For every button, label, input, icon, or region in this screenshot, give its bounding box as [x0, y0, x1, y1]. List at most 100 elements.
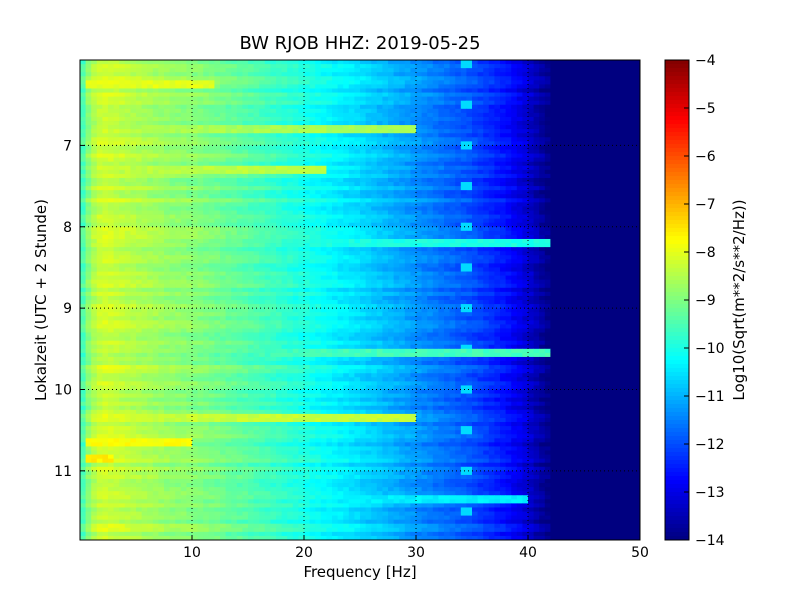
heatmap-cell: [360, 80, 366, 85]
heatmap-cell: [416, 112, 422, 118]
heatmap-cell: [91, 149, 98, 154]
heatmap-cell: [203, 92, 210, 98]
heatmap-cell: [108, 206, 114, 211]
heatmap-cell: [175, 165, 182, 171]
heatmap-cell: [483, 190, 490, 195]
heatmap-cell: [158, 100, 165, 106]
heatmap-cell: [152, 161, 159, 167]
heatmap-cell: [136, 60, 142, 65]
heatmap-cell: [410, 243, 417, 248]
heatmap-cell: [108, 76, 114, 81]
heatmap-cell: [399, 169, 406, 175]
heatmap-cell: [460, 247, 467, 252]
heatmap-cell: [500, 165, 506, 171]
heatmap-cell: [567, 210, 574, 215]
heatmap-cell: [320, 64, 327, 69]
heatmap-cell: [102, 121, 109, 126]
heatmap-cell: [600, 129, 607, 134]
heatmap-cell: [102, 68, 109, 73]
heatmap-cell: [533, 230, 540, 236]
heatmap-cell: [236, 182, 243, 187]
heatmap-cell: [152, 243, 159, 248]
heatmap-cell: [298, 190, 305, 195]
heatmap-cell: [376, 100, 383, 106]
heatmap-cell: [242, 121, 249, 126]
heatmap-cell: [432, 104, 439, 110]
heatmap-cell: [410, 129, 417, 134]
heatmap-cell: [617, 214, 624, 220]
heatmap-cell: [432, 165, 439, 171]
heatmap-cell: [276, 116, 282, 122]
heatmap-cell: [595, 133, 602, 138]
heatmap-cell: [634, 125, 641, 130]
heatmap-cell: [326, 182, 333, 187]
heatmap-cell: [124, 238, 131, 244]
heatmap-cell: [432, 234, 439, 240]
heatmap-cell: [287, 76, 294, 81]
heatmap-cell: [371, 137, 378, 142]
heatmap-cell: [80, 100, 86, 106]
heatmap-cell: [511, 173, 518, 179]
heatmap-cell: [96, 206, 103, 211]
heatmap-cell: [494, 177, 501, 183]
heatmap-cell: [365, 145, 372, 150]
heatmap-cell: [236, 80, 243, 85]
heatmap-cell: [130, 116, 137, 122]
heatmap-cell: [365, 202, 372, 207]
heatmap-cell: [511, 169, 518, 175]
heatmap-cell: [589, 230, 596, 236]
heatmap-cell: [119, 100, 126, 106]
heatmap-cell: [578, 173, 585, 179]
heatmap-cell: [567, 64, 574, 69]
heatmap-cell: [432, 60, 439, 65]
heatmap-cell: [528, 169, 534, 175]
heatmap-cell: [427, 76, 434, 81]
heatmap-cell: [416, 259, 422, 264]
heatmap-cell: [147, 64, 154, 69]
heatmap-cell: [421, 182, 428, 187]
heatmap-cell: [147, 202, 154, 207]
heatmap-cell: [533, 137, 540, 142]
heatmap-cell: [130, 182, 137, 187]
heatmap-cell: [365, 173, 372, 179]
heatmap-cell: [208, 218, 215, 224]
heatmap-cell: [186, 202, 193, 207]
heatmap-cell: [354, 84, 361, 89]
heatmap-cell: [460, 198, 467, 203]
heatmap-cell: [85, 121, 92, 126]
heatmap-cell: [376, 125, 383, 130]
heatmap-cell: [561, 104, 568, 110]
heatmap-cell: [606, 116, 613, 122]
heatmap-cell: [354, 206, 361, 211]
heatmap-cell: [634, 92, 641, 98]
heatmap-cell: [533, 222, 540, 228]
heatmap-cell: [444, 133, 450, 138]
heatmap-cell: [505, 137, 512, 142]
heatmap-cell: [472, 88, 478, 93]
heatmap-cell: [516, 80, 523, 85]
heatmap-cell: [556, 133, 562, 138]
heatmap-cell: [197, 112, 204, 118]
heatmap-cell: [623, 234, 630, 240]
heatmap-cell: [578, 222, 585, 228]
heatmap-cell: [488, 116, 495, 122]
heatmap-cell: [192, 206, 198, 211]
heatmap-cell: [113, 198, 120, 203]
heatmap-cell: [337, 169, 344, 175]
heatmap-cell: [192, 108, 198, 114]
heatmap-cell: [175, 186, 182, 191]
heatmap-cell: [539, 182, 546, 187]
heatmap-cell: [584, 60, 590, 65]
heatmap-cell: [399, 104, 406, 110]
heatmap-cell: [108, 177, 114, 183]
heatmap-cell: [147, 234, 154, 240]
heatmap-cell: [343, 182, 350, 187]
heatmap-cell: [326, 202, 333, 207]
heatmap-cell: [320, 125, 327, 130]
heatmap-cell: [528, 222, 534, 228]
heatmap-cell: [494, 72, 501, 77]
heatmap-cell: [628, 173, 635, 179]
heatmap-cell: [494, 80, 501, 85]
heatmap-cell: [505, 153, 512, 159]
heatmap-cell: [612, 60, 618, 65]
